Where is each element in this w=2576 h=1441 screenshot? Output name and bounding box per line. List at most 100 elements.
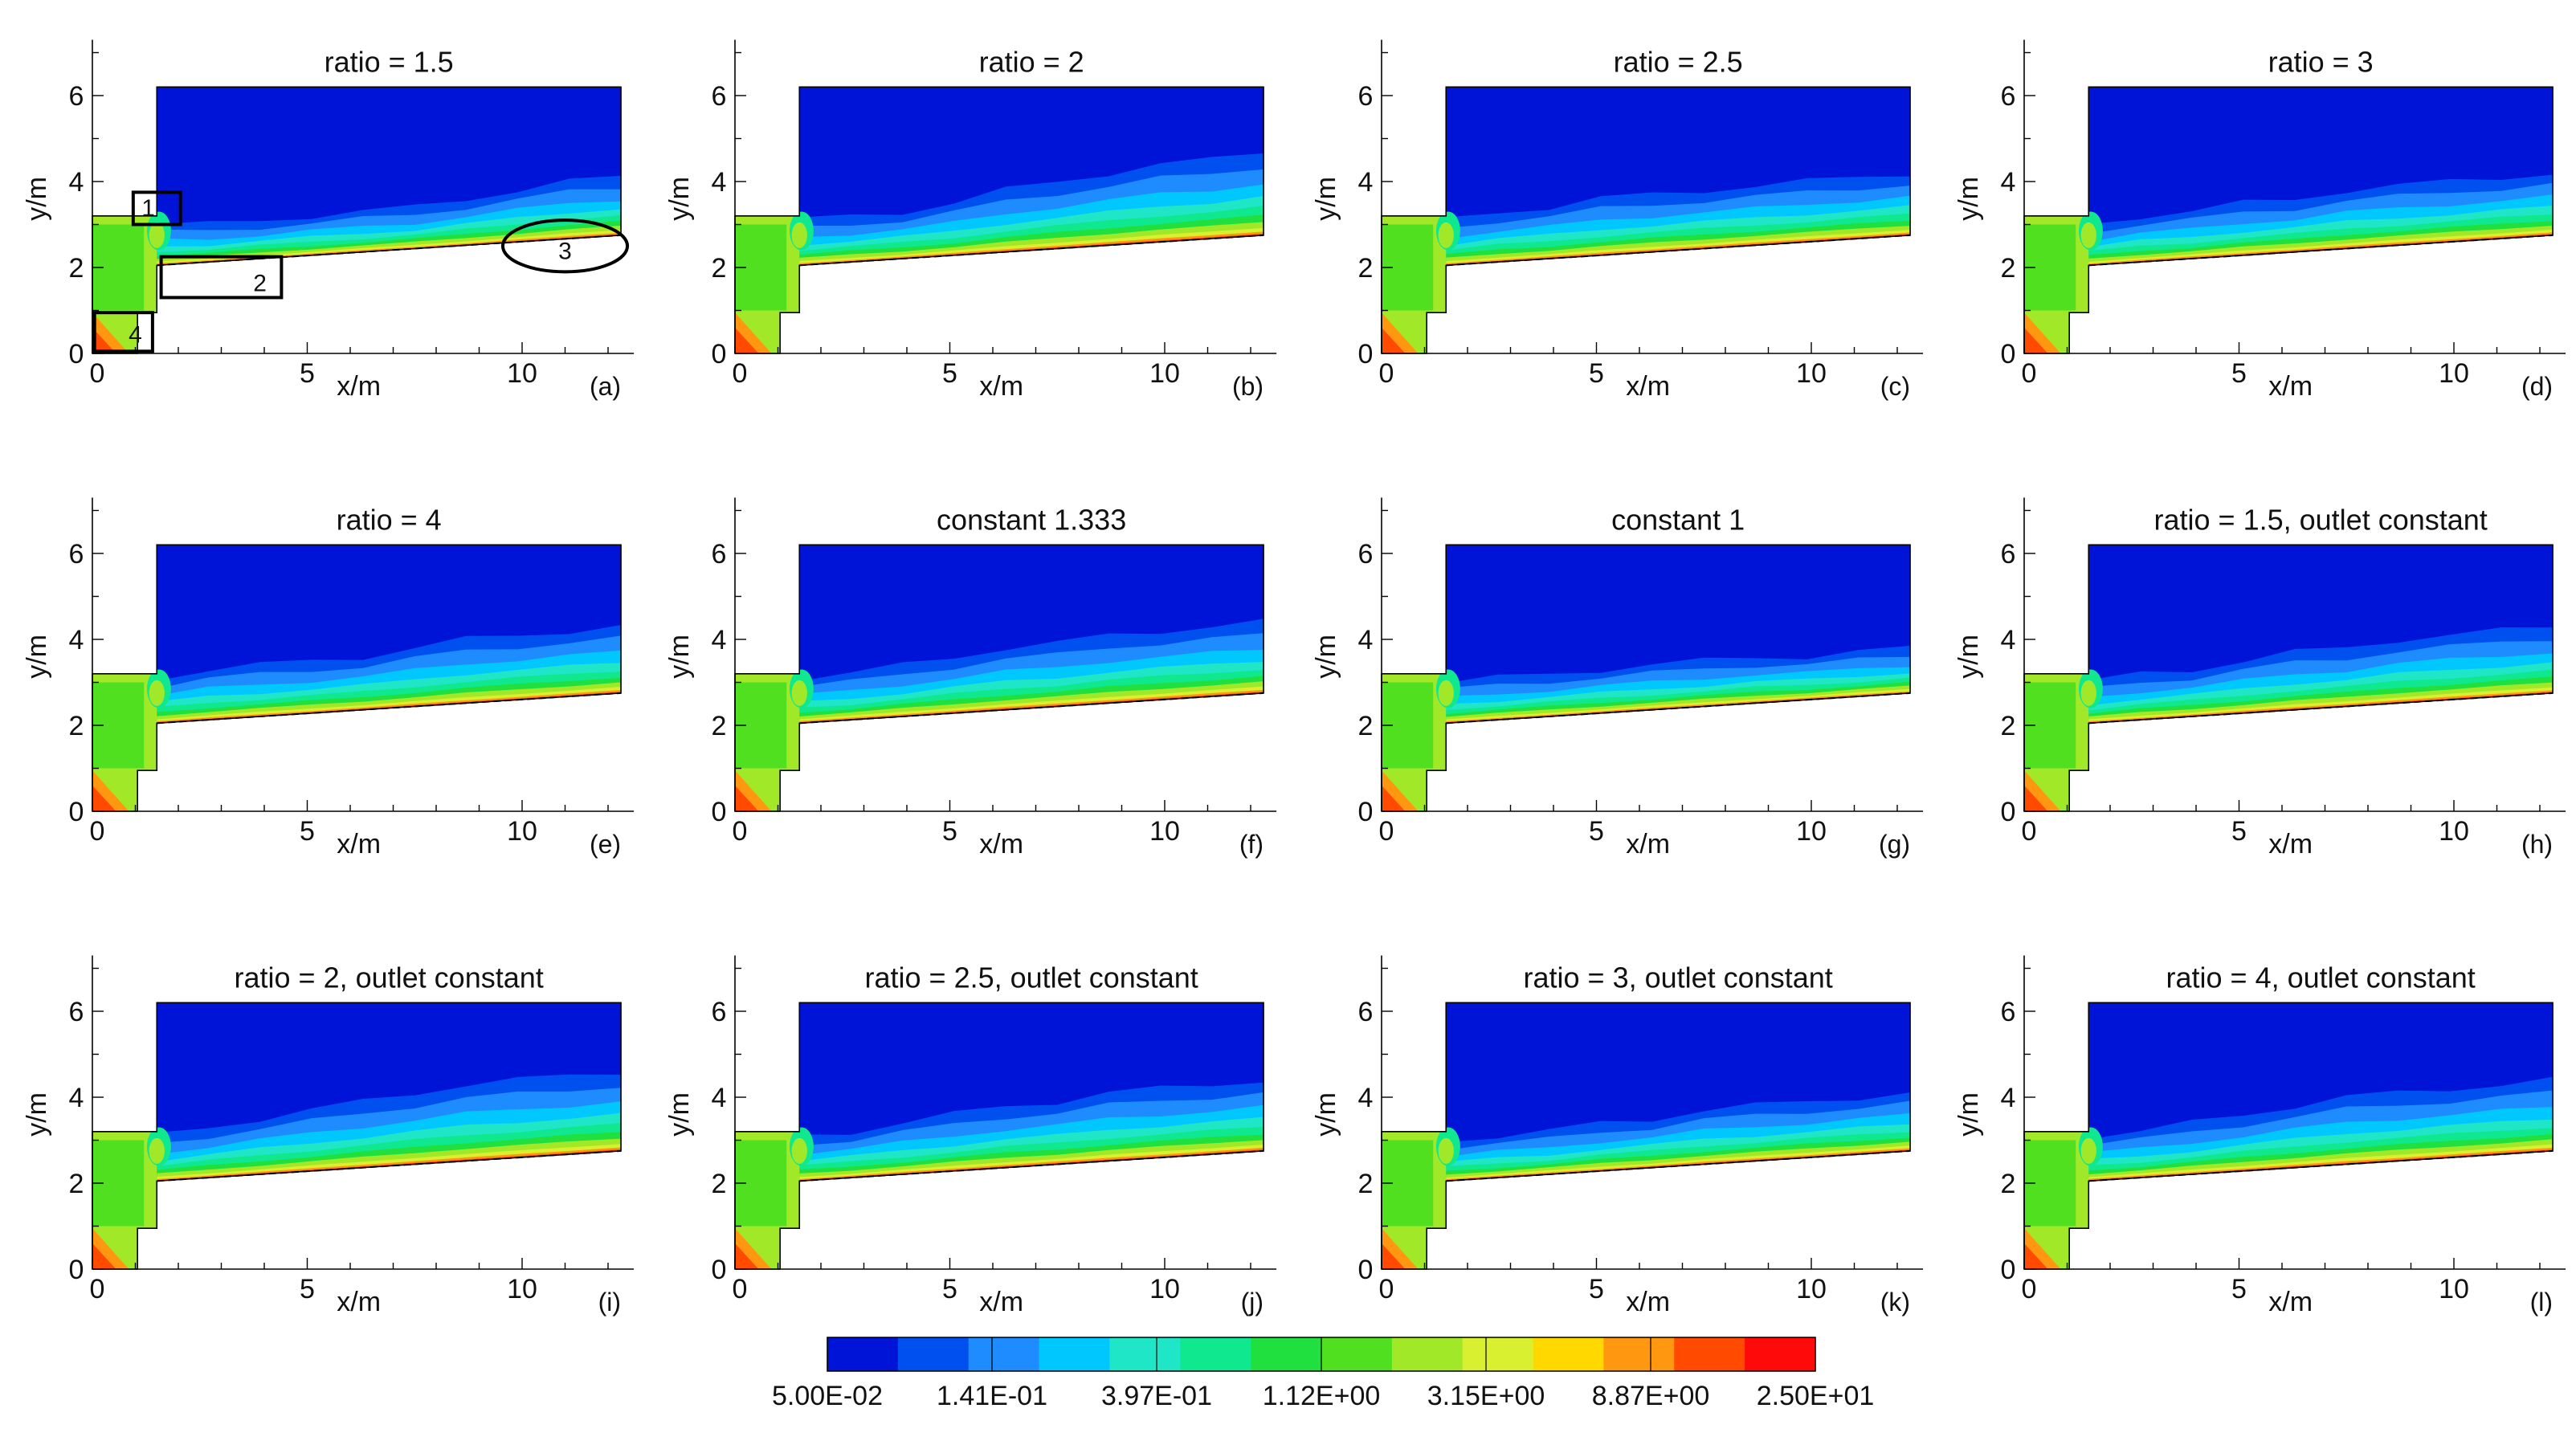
y-tick-label: 6 (2001, 539, 2016, 569)
step-bulge-core (2080, 680, 2096, 706)
annotation-box-4 (92, 311, 154, 353)
x-axis-label: x/m (1626, 829, 1670, 859)
y-tick-label: 6 (69, 539, 84, 569)
hot-corner-core (2024, 785, 2048, 811)
x-axis-label: x/m (979, 829, 1023, 859)
y-axis-label: y/m (1953, 177, 1984, 221)
y-tick-label: 4 (712, 1083, 727, 1113)
panel-title: ratio = 3 (2268, 46, 2374, 79)
colorbar-tick-label: 3.15E+00 (1427, 1381, 1545, 1411)
step-bulge-core (1438, 1137, 1454, 1164)
contour-field (2024, 1002, 2554, 1269)
y-tick-label: 2 (712, 711, 727, 741)
y-tick-label: 4 (1358, 1083, 1374, 1113)
contour-field (1382, 1002, 1911, 1269)
slope-wall-line (799, 234, 1264, 267)
y-axis-label: y/m (664, 177, 695, 221)
y-tick-label: 6 (712, 81, 727, 112)
x-tick-label: 10 (1149, 1274, 1180, 1304)
panel-label: (i) (598, 1288, 621, 1316)
colorbar-swatch (1321, 1337, 1393, 1371)
panel-title: ratio = 4 (337, 504, 442, 537)
colorbar-tick-label: 5.00E-02 (772, 1381, 883, 1411)
annotation-label-3: 3 (558, 238, 572, 264)
colorbar-swatch (968, 1337, 1040, 1371)
colorbar-tick-label: 3.97E-01 (1101, 1381, 1212, 1411)
y-tick-label: 2 (69, 711, 84, 741)
x-tick-label: 10 (507, 358, 537, 389)
x-axis-label: x/m (979, 371, 1023, 402)
panel-title: ratio = 4, outlet constant (2166, 961, 2476, 994)
x-tick-label: 5 (1589, 816, 1604, 847)
colorbar: 5.00E-02 1.41E-01 3.97E-01 1.12E+00 3.15E+00… (772, 1337, 1874, 1411)
y-axis-label: y/m (1953, 635, 1984, 679)
x-tick-label: 0 (733, 358, 748, 389)
y-tick-label: 4 (712, 625, 727, 655)
colorbar-tick-label: 2.50E+01 (1757, 1381, 1875, 1411)
colorbar-swatch (1039, 1337, 1110, 1371)
y-axis-label: y/m (1311, 177, 1341, 221)
y-tick-label: 0 (712, 339, 727, 369)
slope-wall-line (157, 692, 622, 725)
y-tick-label: 4 (712, 167, 727, 198)
colorbar-swatch (1462, 1337, 1534, 1371)
y-tick-label: 6 (69, 997, 84, 1027)
annotation-box-2 (159, 255, 284, 300)
y-tick-label: 4 (2001, 625, 2016, 655)
hot-corner-core (1382, 1243, 1406, 1269)
panel-title: ratio = 1.5, outlet constant (2154, 504, 2488, 537)
colorbar-swatch (1109, 1337, 1181, 1371)
contour-field (92, 1002, 622, 1269)
panel-label: (j) (1241, 1288, 1264, 1316)
x-tick-label: 5 (300, 358, 315, 389)
x-tick-label: 10 (2439, 1274, 2469, 1304)
panel-label: (h) (2521, 830, 2553, 859)
x-tick-label: 5 (1589, 1274, 1604, 1304)
y-axis-label: y/m (1311, 635, 1341, 679)
panel-f: 0 5 10 0 2 4 6 x/m y/m (f) constant 1.333 (664, 497, 1277, 859)
slope-wall-line (1446, 234, 1911, 267)
panel-h: 0 5 10 0 2 4 6 x/m y/m (h) ratio = 1.5, outlet con… (1953, 497, 2566, 859)
x-axis-label: x/m (337, 1287, 381, 1317)
panel-title: ratio = 3, outlet constant (1524, 961, 1833, 994)
step-bulge-core (1438, 680, 1454, 706)
y-tick-label: 0 (2001, 1255, 2016, 1285)
y-tick-label: 2 (1358, 1169, 1374, 1199)
hot-corner-core (735, 785, 759, 811)
x-tick-label: 5 (942, 816, 957, 847)
annotation-box-1 (131, 190, 182, 227)
y-tick-label: 0 (712, 797, 727, 827)
hot-corner-core (1382, 785, 1406, 811)
y-tick-label: 4 (69, 167, 84, 198)
annotation-ellipse-3 (500, 218, 630, 274)
slope-wall-line (1446, 692, 1911, 725)
panel-title: constant 1.333 (937, 504, 1126, 537)
colorbar-swatch (1180, 1337, 1251, 1371)
x-tick-label: 0 (1379, 358, 1394, 389)
y-tick-label: 2 (2001, 711, 2016, 741)
step-bulge-core (149, 222, 165, 248)
x-tick-label: 0 (2022, 1274, 2037, 1304)
y-tick-label: 6 (1358, 997, 1374, 1027)
y-tick-label: 0 (2001, 339, 2016, 369)
colorbar-swatch (897, 1337, 970, 1371)
hot-corner-core (92, 1243, 116, 1269)
slope-wall-line (2088, 692, 2554, 725)
x-axis-label: x/m (337, 371, 381, 402)
contour-field (1382, 545, 1911, 811)
panel-e: 0 5 10 0 2 4 6 x/m y/m (e) ratio = 4 (22, 497, 635, 859)
x-tick-label: 10 (1796, 816, 1827, 847)
step-bulge-core (2080, 222, 2096, 248)
x-tick-label: 10 (2439, 816, 2469, 847)
x-tick-label: 0 (1379, 1274, 1394, 1304)
x-tick-label: 5 (942, 1274, 957, 1304)
x-axis-label: x/m (979, 1287, 1023, 1317)
y-tick-label: 0 (69, 797, 84, 827)
y-tick-label: 2 (69, 1169, 84, 1199)
y-tick-label: 2 (1358, 711, 1374, 741)
panel-label: (d) (2521, 372, 2553, 401)
panel-label: (a) (590, 372, 621, 401)
contour-field (92, 545, 622, 811)
hot-corner-core (1382, 327, 1406, 353)
